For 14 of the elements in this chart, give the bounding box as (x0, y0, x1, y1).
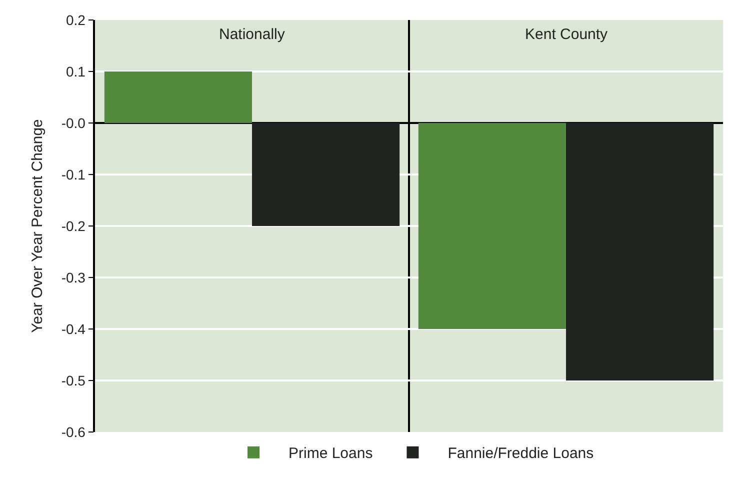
y-tick-label: -0.2 (61, 218, 86, 234)
y-axis-title: Year Over Year Percent Change (29, 119, 46, 333)
legend-label: Fannie/Freddie Loans (448, 445, 594, 462)
y-tick-label: -0.6 (61, 424, 86, 440)
legend-label: Prime Loans (288, 445, 373, 462)
y-tick-label: -0.3 (61, 269, 86, 286)
y-tick-label: -0.4 (61, 320, 86, 337)
x-tick-label: Nationally (219, 26, 286, 43)
y-tick-label: -0.5 (61, 372, 86, 388)
y-tick-label: -0.1 (61, 166, 86, 182)
y-tick-label: 0.1 (66, 63, 86, 80)
x-tick-label: Kent County (525, 26, 608, 43)
y-tick-label: -0.0 (61, 114, 86, 131)
y-tick-label: 0.2 (66, 12, 86, 28)
